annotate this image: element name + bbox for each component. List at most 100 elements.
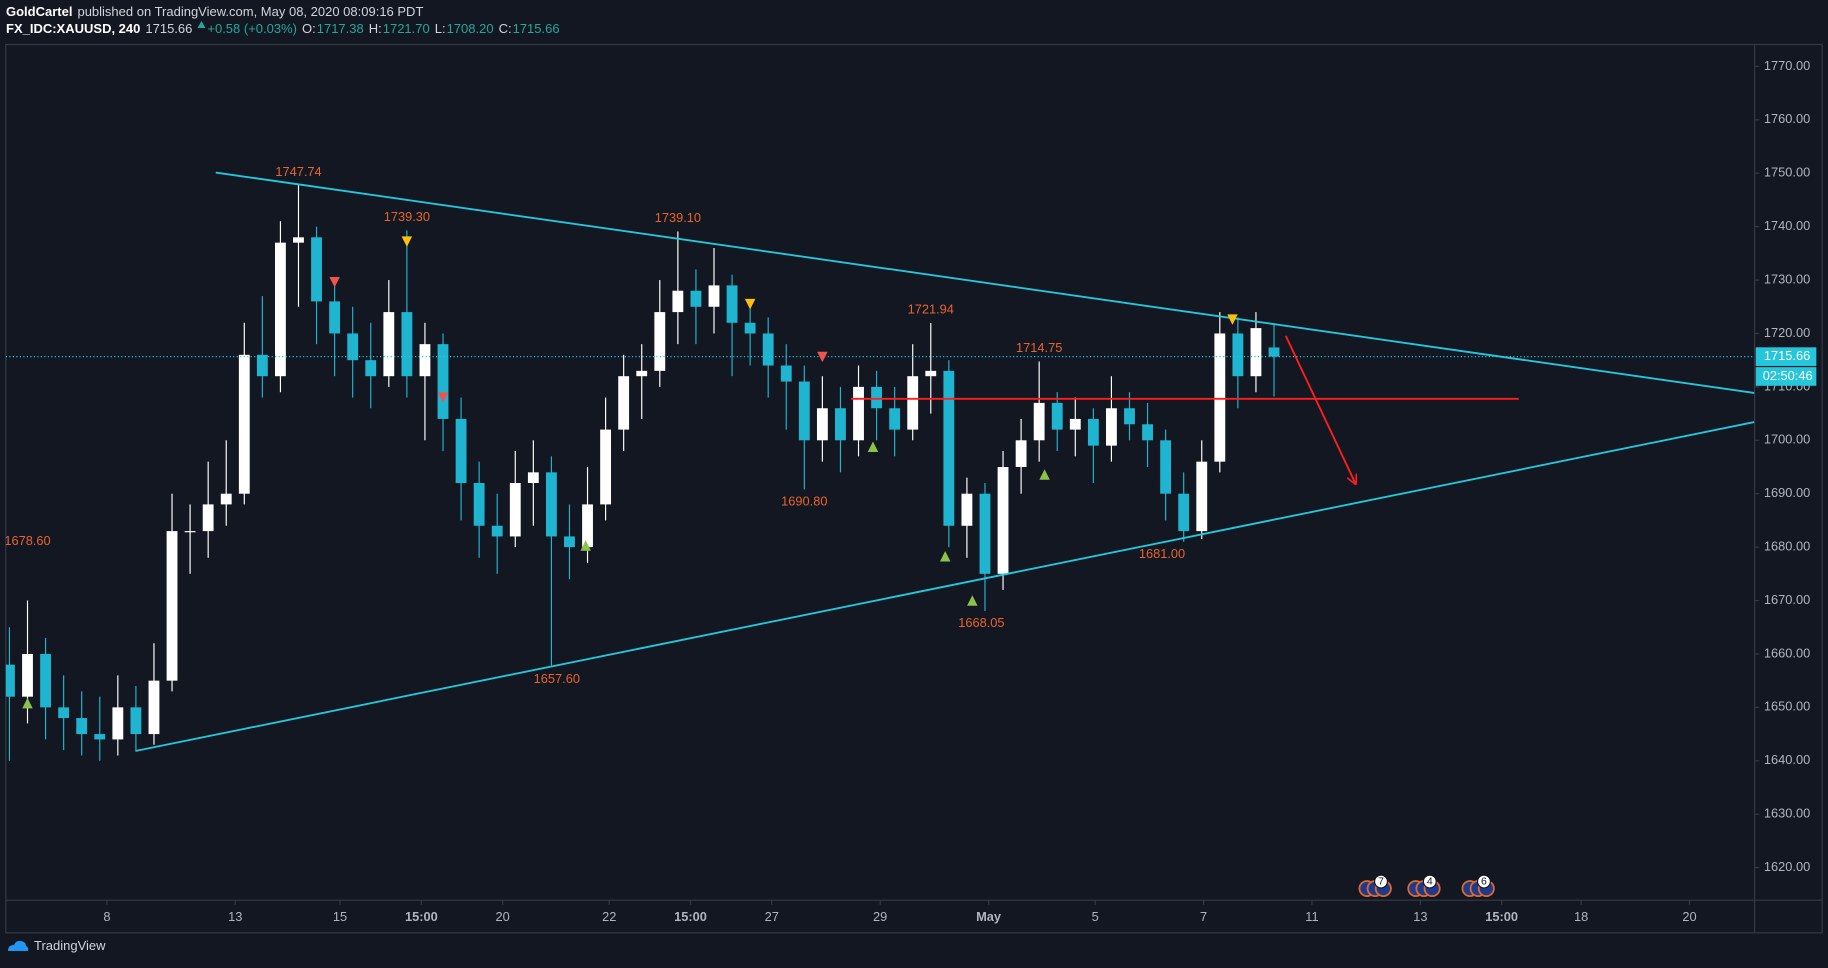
y-tick-label: 1750.00	[1764, 165, 1810, 180]
symbol-line: FX_IDC:XAUUSD, 240 1715.66 +0.58 (+0.03%…	[6, 20, 560, 37]
ohlc-value: 1715.66	[512, 21, 560, 36]
candle-body	[780, 365, 792, 382]
price-annotation: 1678.60	[4, 533, 50, 548]
x-tick-label: 20	[495, 909, 509, 924]
candle-body	[907, 376, 919, 430]
x-tick-label: 15	[333, 909, 347, 924]
candle-body	[726, 285, 738, 323]
price-annotation: 1714.75	[1016, 340, 1062, 355]
candle-body	[1051, 402, 1063, 430]
candle-body	[275, 242, 286, 377]
signal-marker	[1039, 469, 1050, 480]
price-annotation: 1739.30	[384, 209, 430, 224]
candle-body	[22, 653, 33, 697]
candle-body	[166, 531, 178, 681]
x-tick-label: 8	[103, 909, 110, 924]
candle-body	[798, 381, 810, 441]
candle-body	[76, 718, 88, 735]
signal-marker	[329, 276, 340, 288]
candle-body	[618, 376, 630, 430]
candle-body	[401, 312, 413, 377]
candle-body	[311, 237, 322, 302]
candle-body	[491, 525, 503, 537]
candle-body	[564, 536, 575, 548]
y-tick-label: 1680.00	[1764, 539, 1810, 554]
candle-body	[148, 680, 160, 735]
x-tick-label: 5	[1092, 909, 1099, 924]
event-icon: 4	[1407, 874, 1441, 897]
chart-frame	[5, 43, 1823, 934]
y-tick-label: 1650.00	[1764, 699, 1810, 714]
y-tick-label: 1670.00	[1764, 592, 1810, 607]
candle-body	[365, 360, 377, 377]
signal-marker	[744, 298, 756, 310]
candle-body	[690, 290, 702, 307]
event-count: 4	[1427, 876, 1433, 887]
candle-body	[112, 707, 124, 740]
y-tick-label: 1700.00	[1764, 432, 1810, 447]
candle-body	[437, 344, 449, 419]
event-badge	[1422, 874, 1437, 889]
candle-body	[184, 531, 196, 533]
x-tick-label: May	[976, 909, 1002, 924]
y-tick-label: 1770.00	[1764, 58, 1810, 73]
candle-body	[347, 333, 359, 361]
y-tick-label: 1760.00	[1764, 111, 1810, 126]
ohlc-label: L:	[434, 21, 446, 36]
event-icon: 6	[1461, 874, 1495, 897]
candle-body	[256, 354, 268, 377]
ohlc-value: 1708.20	[446, 21, 494, 36]
arrow	[1284, 335, 1356, 484]
x-tick-label: 22	[602, 909, 616, 924]
price-annotation: 1681.00	[1139, 546, 1185, 561]
candle-body	[509, 483, 521, 537]
y-tick-label: 1620.00	[1764, 859, 1810, 874]
symbol: FX_IDC:XAUUSD, 240	[6, 21, 141, 36]
candle-body	[1250, 328, 1262, 377]
candle-body	[383, 312, 395, 377]
candle-body	[762, 333, 774, 366]
candle-body	[1178, 493, 1190, 532]
y-tick-label: 1730.00	[1764, 271, 1810, 286]
candle-body	[1087, 418, 1099, 446]
y-tick-label: 1720.00	[1764, 325, 1810, 340]
signal-marker	[867, 441, 879, 452]
event-icon: 7	[1358, 874, 1392, 897]
x-tick-label: 15:00	[674, 909, 707, 924]
candle-body	[1124, 408, 1135, 425]
ohlc-value: 1717.38	[316, 21, 364, 36]
candle-body	[1015, 440, 1027, 468]
y-tick-label: 1630.00	[1764, 806, 1810, 821]
x-tick-label: 18	[1574, 909, 1588, 924]
candle-body	[943, 370, 955, 526]
candle-body	[94, 734, 106, 740]
price-annotation: 1747.74	[275, 164, 321, 179]
candle-body	[130, 707, 142, 735]
trendline	[135, 421, 1755, 752]
x-tick-label: 27	[765, 909, 779, 924]
last-price: 1715.66	[145, 21, 193, 36]
ohlc-item: H: 1721.70	[369, 20, 430, 37]
candle-body	[744, 322, 756, 334]
signal-marker	[967, 595, 978, 606]
candle-body	[997, 467, 1009, 574]
candle-body	[708, 285, 720, 307]
candle-body	[419, 344, 431, 377]
candle-body	[1196, 461, 1208, 532]
event-badge	[1476, 874, 1491, 889]
ohlc-item: C: 1715.66	[499, 20, 560, 37]
candle-body	[816, 408, 828, 441]
signal-marker	[1227, 314, 1238, 325]
ohlc-item: O: 1717.38	[302, 20, 364, 37]
signal-marker	[580, 540, 591, 551]
candle-body	[871, 386, 882, 409]
logo	[8, 940, 29, 951]
candle-body	[925, 370, 937, 377]
candle-body	[1142, 424, 1153, 441]
candle-body	[600, 429, 612, 505]
x-tick-label: 11	[1305, 909, 1318, 924]
candle-body	[40, 653, 51, 708]
up-arrow	[197, 21, 206, 28]
candle-body	[961, 493, 973, 526]
